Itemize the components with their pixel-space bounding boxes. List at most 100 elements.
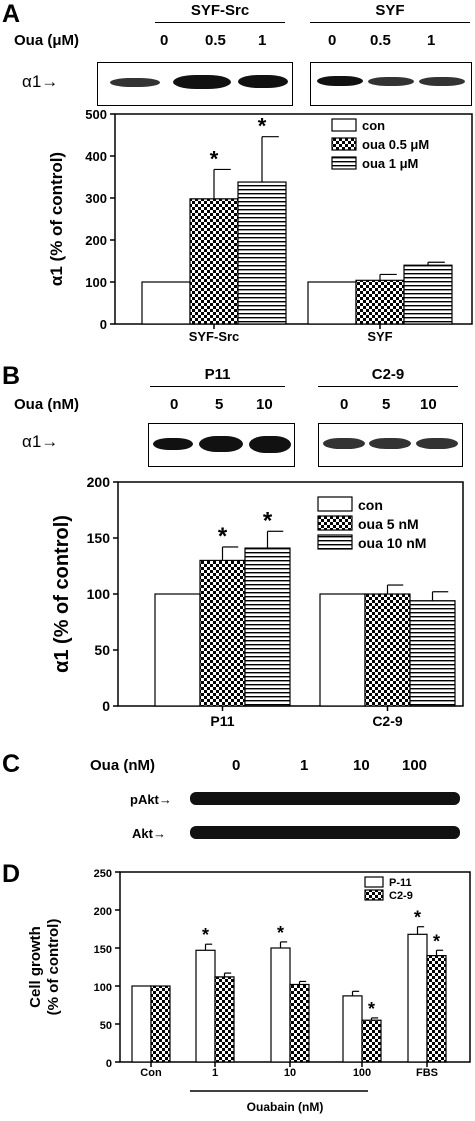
- bar: [237, 181, 287, 325]
- blot-band: [153, 438, 193, 450]
- panel-a-dose-0-src: 0: [160, 32, 169, 49]
- blot-band: [249, 436, 291, 453]
- panel-c-row-label-akt: Akt→: [132, 826, 166, 841]
- legend-swatch: [364, 876, 384, 888]
- y-axis-label: α1 (% of control): [51, 515, 73, 673]
- panel-c-label: C: [2, 750, 21, 778]
- panel-d-chart: 0 50 100 150 200 250 Cell growth (% of control)…: [27, 868, 471, 1114]
- y-tick-label: 50: [100, 1020, 112, 1032]
- panel-a-group-header-syf: SYF: [375, 2, 405, 19]
- bar: [141, 281, 191, 325]
- panel-a-dose-2-src: 1: [258, 32, 267, 49]
- blot-band: [323, 438, 365, 449]
- panel-d-label: D: [2, 860, 21, 888]
- y-tick-label: 100: [87, 586, 111, 602]
- y-tick-label: 200: [94, 906, 112, 918]
- bar: [319, 593, 366, 707]
- legend-label: oua 1 μM: [362, 156, 418, 171]
- panel-c-dose-3: 100: [402, 757, 428, 774]
- blot-band: [416, 438, 458, 449]
- y-tick-label: 150: [94, 944, 112, 956]
- significance-marker: *: [258, 114, 267, 139]
- y-tick-label: 200: [87, 474, 111, 490]
- panel-b-blot-label: α1→: [22, 432, 59, 451]
- legend-label: con: [358, 497, 383, 513]
- panel-a-dose-1-src: 0.5: [205, 32, 226, 49]
- panel-c-dose-0: 0: [232, 757, 241, 774]
- blot-band: [368, 77, 414, 86]
- legend-label: P-11: [389, 877, 412, 889]
- x-tick-label: SYF: [367, 329, 392, 344]
- panel-c-blot-pakt: [190, 784, 460, 814]
- legend-swatch: [317, 496, 353, 512]
- bar: [407, 933, 428, 1063]
- significance-marker: *: [433, 931, 440, 951]
- legend-swatch: [331, 137, 357, 151]
- panel-b-group-line-p11: [150, 386, 285, 387]
- legend-swatch: [364, 889, 384, 901]
- y-tick-label: 500: [85, 107, 107, 122]
- legend-swatch: [331, 118, 357, 132]
- blot-band: [199, 436, 243, 452]
- y-axis-label: α1 (% of control): [47, 152, 66, 286]
- bar: [150, 985, 171, 1063]
- x-tick-label: FBS: [416, 1067, 438, 1079]
- bar: [342, 995, 363, 1063]
- blot-band: [317, 76, 363, 86]
- legend-label: C2-9: [389, 890, 413, 902]
- panel-c-treatment-label: Oua (nM): [90, 757, 155, 774]
- bar: [355, 279, 405, 325]
- bar: [409, 600, 456, 707]
- significance-marker: *: [202, 925, 209, 945]
- bar: [426, 954, 447, 1063]
- bar: [195, 949, 216, 1063]
- bar: [270, 947, 291, 1063]
- significance-marker: *: [414, 908, 421, 928]
- panel-a-chart: 0 100 200 300 400 500 α1 (% of control) * * SYF-S…: [47, 107, 473, 344]
- panel-b-dose-1-p11: 5: [215, 396, 224, 413]
- panel-a-group-line-syf-src: [155, 22, 285, 23]
- panel-b-group-header-c29: C2-9: [371, 366, 405, 383]
- bar: [214, 976, 235, 1063]
- x-axis-label: Ouabain (nM): [247, 1100, 324, 1114]
- panel-c-blot-akt: [190, 818, 460, 848]
- panel-b-dose-0-p11: 0: [170, 396, 179, 413]
- panel-c-row-label-pakt: pAkt→: [130, 792, 172, 807]
- y-tick-label: 0: [106, 1058, 112, 1070]
- panel-b-chart: 0 50 100 150 200 α1 (% of control) * * P11 C2-9 co…: [51, 474, 464, 729]
- bar: [189, 198, 239, 325]
- bar: [307, 281, 357, 325]
- x-tick-label: P11: [210, 713, 234, 729]
- panel-b-label: B: [2, 362, 21, 390]
- panel-b-treatment-label: Oua (nM): [14, 396, 79, 413]
- panel-a-dose-1-syf: 0.5: [370, 32, 391, 49]
- blot-band: [190, 792, 460, 805]
- y-tick-label: 0: [102, 698, 110, 714]
- blot-band: [110, 78, 160, 87]
- y-tick-label: 150: [87, 530, 111, 546]
- legend-label: oua 0.5 μM: [362, 137, 429, 152]
- bar: [289, 983, 310, 1063]
- panel-b-dose-1-c29: 5: [382, 396, 391, 413]
- y-tick-label: 0: [100, 317, 107, 332]
- x-tick-label: 100: [353, 1067, 371, 1079]
- x-tick-label: 10: [284, 1067, 296, 1079]
- panel-c-dose-1: 1: [300, 757, 309, 774]
- panel-b-dose-2-c29: 10: [420, 396, 437, 413]
- legend-swatch: [317, 534, 353, 550]
- panel-a-treatment-label: Oua (μM): [14, 32, 80, 49]
- plot-frame: [114, 113, 473, 325]
- panel-b-dose-0-c29: 0: [340, 396, 349, 413]
- panel-a-group-header-syf-src: SYF-Src: [190, 2, 250, 19]
- y-tick-label: 300: [85, 191, 107, 206]
- bar: [403, 264, 453, 325]
- significance-marker: *: [218, 523, 228, 550]
- blot-band: [369, 438, 411, 449]
- x-tick-label: 1: [212, 1067, 218, 1079]
- blot-band: [190, 826, 460, 839]
- panel-b-group-line-c29: [318, 386, 458, 387]
- panel-a-blot-label: α1→: [22, 72, 59, 91]
- blot-band: [173, 75, 231, 89]
- panel-b-dose-2-p11: 10: [256, 396, 273, 413]
- panel-a-blot-syf-src: [97, 62, 293, 106]
